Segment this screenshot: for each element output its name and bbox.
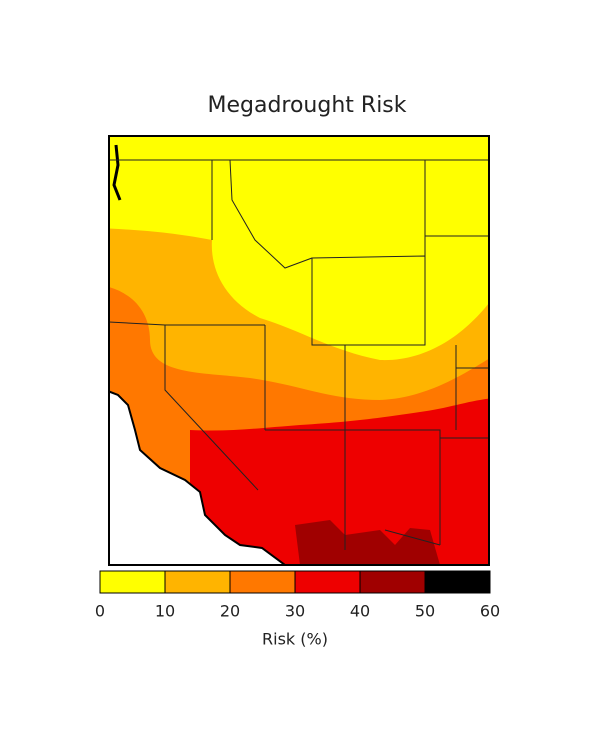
- ocean: [109, 390, 287, 565]
- map-frame: [108, 135, 490, 566]
- colorbar-segment: [99, 570, 166, 594]
- colorbar: 0 10 20 30 40 50 60: [95, 570, 500, 621]
- colorbar-segment: [164, 570, 231, 594]
- colorbar-segment: [424, 570, 491, 594]
- map-title: Megadrought Risk: [207, 93, 406, 118]
- colorbar-tick-label: 60: [480, 602, 500, 621]
- colorbar-label: Risk (%): [262, 630, 328, 649]
- colorbar-tick-label: 0: [95, 602, 105, 621]
- colorbar-tick-label: 40: [350, 602, 370, 621]
- colorbar-tick-label: 30: [285, 602, 305, 621]
- colorbar-tick-label: 50: [415, 602, 435, 621]
- coast: [112, 144, 122, 201]
- colorbar-segment: [359, 570, 426, 594]
- risk-zone: [295, 520, 440, 565]
- colorbar-tick-label: 10: [155, 602, 175, 621]
- colorbar-segment: [229, 570, 296, 594]
- colorbar-tick-label: 20: [220, 602, 240, 621]
- risk-zone: [190, 398, 489, 565]
- colorbar-segment: [294, 570, 361, 594]
- map: [108, 135, 490, 566]
